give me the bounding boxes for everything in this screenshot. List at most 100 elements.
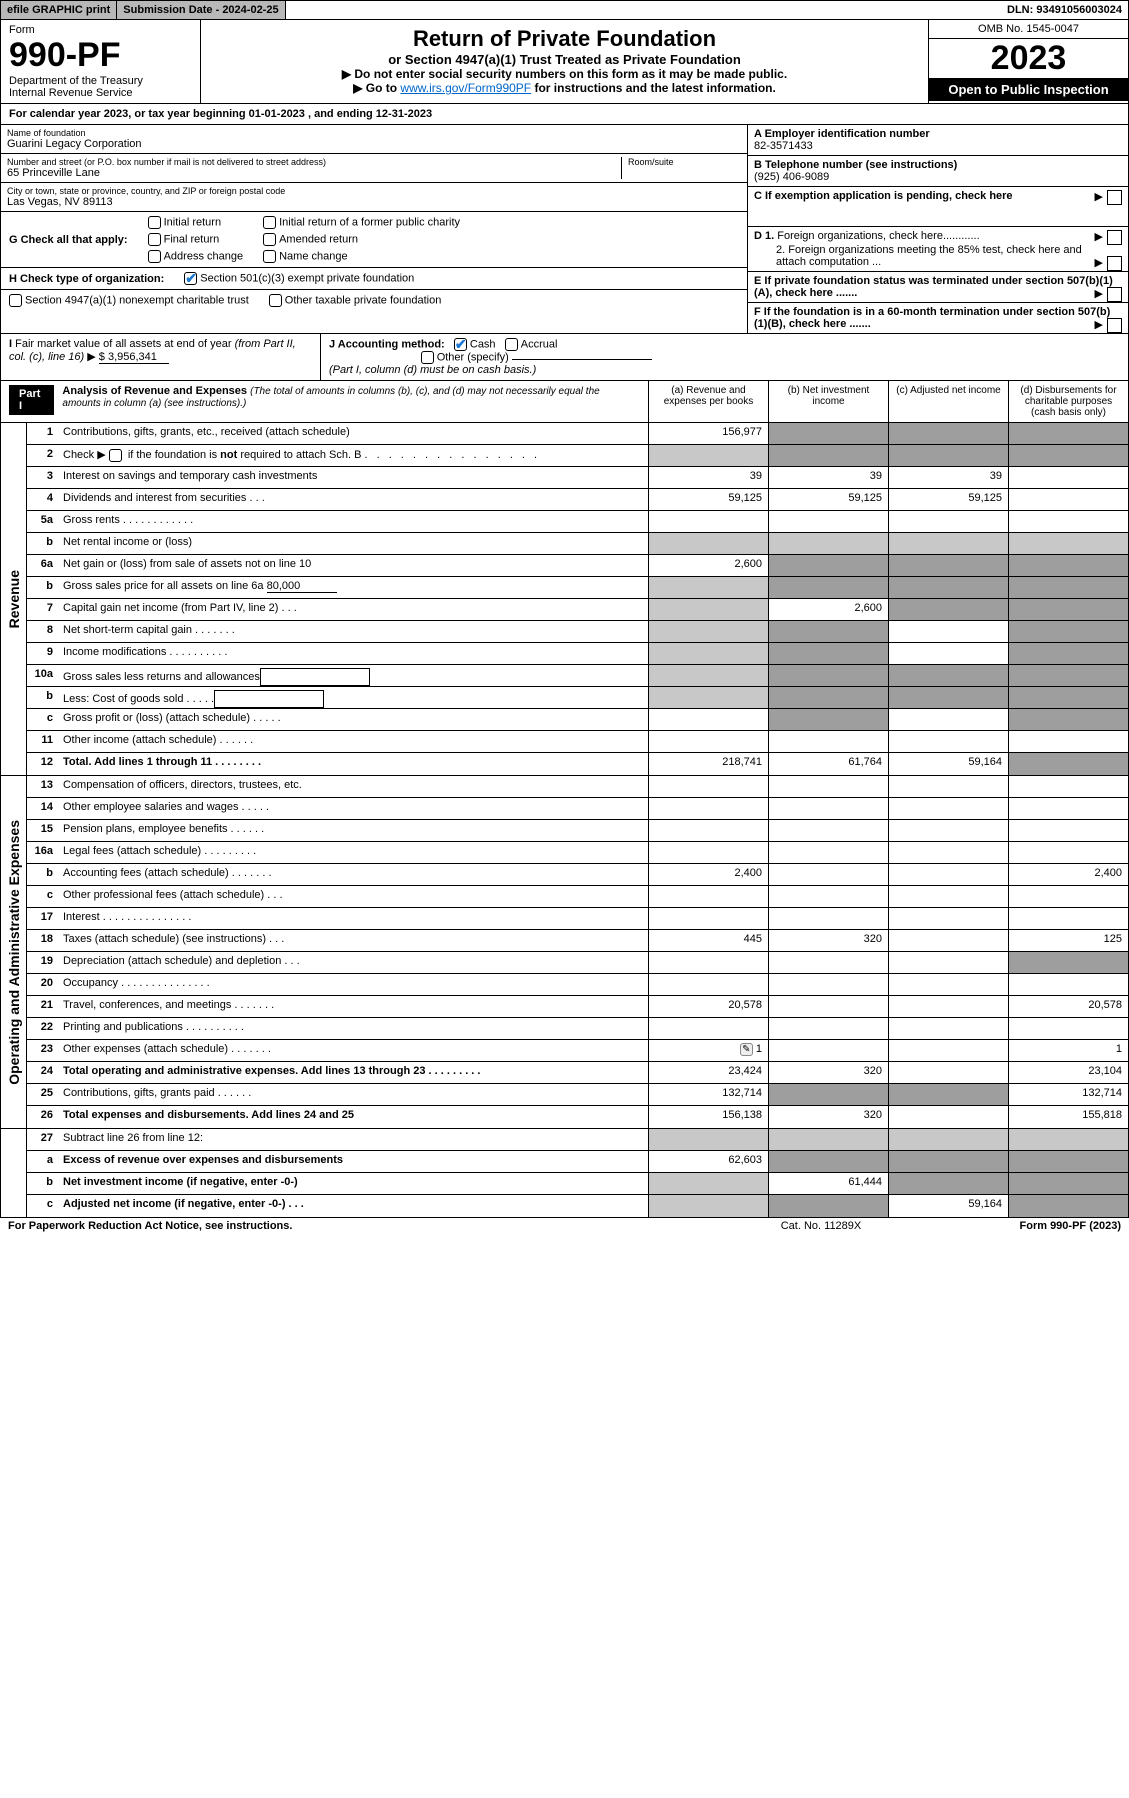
row-val-d	[1008, 709, 1128, 730]
dept-treasury: Department of the Treasury	[9, 75, 192, 87]
part1-header-row: Part I Analysis of Revenue and Expenses …	[1, 381, 1128, 423]
row-val-c	[888, 423, 1008, 444]
cb-schb[interactable]	[109, 449, 122, 462]
ein-value: 82-3571433	[754, 140, 1122, 152]
row-val-b	[768, 423, 888, 444]
row-val-b	[768, 864, 888, 885]
cb-d1[interactable]	[1107, 230, 1122, 245]
row-number: 27	[27, 1129, 59, 1150]
header-left: Form 990-PF Department of the Treasury I…	[1, 20, 201, 103]
cb-amended[interactable]	[263, 233, 276, 246]
cb-f[interactable]	[1107, 318, 1122, 333]
table-row: b Net investment income (if negative, en…	[27, 1173, 1128, 1195]
row-val-c	[888, 842, 1008, 863]
row-val-d	[1008, 687, 1128, 708]
cb-c-pending[interactable]	[1107, 190, 1122, 205]
row-val-a	[648, 952, 768, 973]
col-b-header: (b) Net investment income	[768, 381, 888, 422]
row-val-a	[648, 1173, 768, 1194]
row-number: 12	[27, 753, 59, 775]
row-val-c: 59,164	[888, 1195, 1008, 1217]
opt-initial-return: Initial return	[164, 216, 221, 228]
row-val-d	[1008, 842, 1128, 863]
table-row: c Gross profit or (loss) (attach schedul…	[27, 709, 1128, 731]
cb-d2[interactable]	[1107, 256, 1122, 271]
arrow-icon: ▶	[1095, 287, 1103, 300]
row-val-d	[1008, 599, 1128, 620]
cb-final-return[interactable]	[148, 233, 161, 246]
cb-4947a1[interactable]	[9, 294, 22, 307]
row-val-b: 61,444	[768, 1173, 888, 1194]
table-row: 26 Total expenses and disbursements. Add…	[27, 1106, 1128, 1128]
row-desc: Capital gain net income (from Part IV, l…	[59, 599, 648, 620]
cb-501c3[interactable]	[184, 272, 197, 285]
row-val-b	[768, 1018, 888, 1039]
row-val-a	[648, 665, 768, 686]
j-label: J Accounting method:	[329, 338, 445, 350]
row-val-c	[888, 533, 1008, 554]
row-val-b	[768, 996, 888, 1017]
row-val-b	[768, 776, 888, 797]
row-val-a	[648, 577, 768, 598]
submission-date: Submission Date - 2024-02-25	[117, 1, 285, 19]
tax-year: 2023	[929, 39, 1128, 78]
f-label: F If the foundation is in a 60-month ter…	[754, 306, 1110, 330]
row-val-a	[648, 886, 768, 907]
cb-accrual[interactable]	[505, 338, 518, 351]
city-label: City or town, state or province, country…	[7, 186, 741, 196]
table-row: 14 Other employee salaries and wages . .…	[27, 798, 1128, 820]
row-val-d	[1008, 621, 1128, 642]
row-val-b	[768, 798, 888, 819]
row-val-c	[888, 864, 1008, 885]
table-row: 5a Gross rents . . . . . . . . . . . .	[27, 511, 1128, 533]
header-center: Return of Private Foundation or Section …	[201, 20, 928, 103]
e-label: E If private foundation status was termi…	[754, 275, 1113, 299]
row-val-d: 2,400	[1008, 864, 1128, 885]
foundation-name: Guarini Legacy Corporation	[7, 138, 741, 150]
row-number: 7	[27, 599, 59, 620]
row-desc: Adjusted net income (if negative, enter …	[59, 1195, 648, 1217]
cb-initial-return[interactable]	[148, 216, 161, 229]
row-val-b: 61,764	[768, 753, 888, 775]
inline-input[interactable]	[214, 690, 324, 708]
table-row: 20 Occupancy . . . . . . . . . . . . . .…	[27, 974, 1128, 996]
col-d-header: (d) Disbursements for charitable purpose…	[1008, 381, 1128, 422]
row-number: 4	[27, 489, 59, 510]
row-desc: Dividends and interest from securities .…	[59, 489, 648, 510]
row-desc: Net investment income (if negative, ente…	[59, 1173, 648, 1194]
cb-address-change[interactable]	[148, 250, 161, 263]
table-row: b Less: Cost of goods sold . . . . .	[27, 687, 1128, 709]
inline-input[interactable]	[260, 668, 370, 686]
row-desc: Contributions, gifts, grants, etc., rece…	[59, 423, 648, 444]
table-row: 2 Check ▶ if the foundation is not requi…	[27, 445, 1128, 467]
row-val-c	[888, 974, 1008, 995]
table-row: 15 Pension plans, employee benefits . . …	[27, 820, 1128, 842]
row-val-c: 59,125	[888, 489, 1008, 510]
row-number: 19	[27, 952, 59, 973]
efile-print-button[interactable]: efile GRAPHIC print	[1, 1, 117, 19]
row-number: 8	[27, 621, 59, 642]
irs-link[interactable]: www.irs.gov/Form990PF	[400, 81, 531, 95]
cb-cash[interactable]	[454, 338, 467, 351]
row-desc: Interest on savings and temporary cash i…	[59, 467, 648, 488]
cb-initial-public[interactable]	[263, 216, 276, 229]
cb-other-method[interactable]	[421, 351, 434, 364]
row-val-c	[888, 1084, 1008, 1105]
room-label: Room/suite	[628, 157, 741, 167]
cb-e[interactable]	[1107, 287, 1122, 302]
form-number: 990-PF	[9, 36, 192, 75]
attach-icon[interactable]: ✎	[740, 1043, 753, 1056]
opt-4947a1: Section 4947(a)(1) nonexempt charitable …	[25, 294, 249, 306]
expenses-table: Operating and Administrative Expenses 13…	[1, 776, 1128, 1129]
row-val-d	[1008, 489, 1128, 510]
row-val-a	[648, 974, 768, 995]
table-row: 10a Gross sales less returns and allowan…	[27, 665, 1128, 687]
cb-other-taxable[interactable]	[269, 294, 282, 307]
phone-value: (925) 406-9089	[754, 171, 1122, 183]
row-val-c	[888, 930, 1008, 951]
cb-name-change[interactable]	[263, 250, 276, 263]
row-desc: Other employee salaries and wages . . . …	[59, 798, 648, 819]
row-val-b	[768, 1195, 888, 1217]
row-val-b	[768, 621, 888, 642]
table-row: 21 Travel, conferences, and meetings . .…	[27, 996, 1128, 1018]
